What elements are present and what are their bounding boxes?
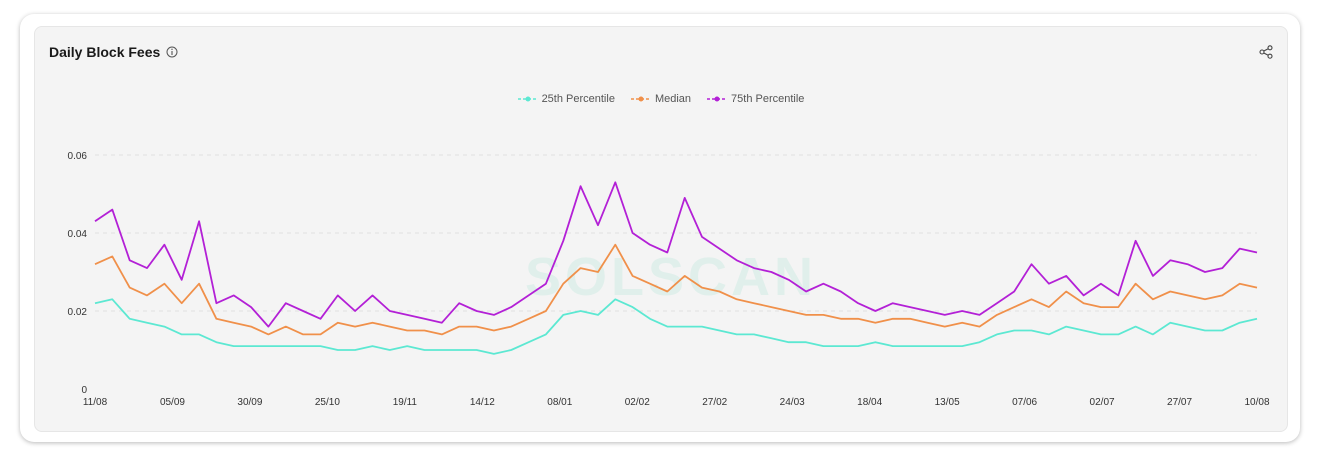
line-chart[interactable]: SOLSCAN 0 0.02 0.04 0.06 11/08 05/09 30/09 25/1… bbox=[35, 27, 1287, 431]
legend-item-median[interactable]: Median bbox=[630, 93, 692, 105]
x-tick-label: 19/11 bbox=[393, 397, 418, 408]
chart-title: Daily Block Fees bbox=[49, 44, 161, 60]
x-tick-label: 10/08 bbox=[1244, 397, 1269, 408]
share-icon[interactable] bbox=[1259, 45, 1273, 59]
x-tick-label: 13/05 bbox=[935, 397, 960, 408]
x-tick-label: 07/06 bbox=[1012, 397, 1037, 408]
legend-item-75th-percentile[interactable]: 75th Percentile bbox=[707, 93, 804, 105]
x-tick-label: 30/09 bbox=[237, 397, 262, 408]
chart-legend: 25th Percentile Median 75th Percentile bbox=[35, 93, 1287, 105]
legend-label-median: Median bbox=[654, 93, 692, 105]
series-line-25th-percentile bbox=[94, 298, 1258, 355]
series-line-median bbox=[94, 243, 1258, 336]
legend-label-25th: 25th Percentile bbox=[541, 93, 615, 105]
x-tick-label: 02/02 bbox=[625, 397, 650, 408]
y-tick-label: 0.04 bbox=[68, 229, 88, 240]
y-tick-label: 0.06 bbox=[68, 151, 88, 162]
legend-swatch-25th bbox=[517, 96, 538, 102]
chart-card: Daily Block Fees 25th Percentile bbox=[34, 26, 1288, 432]
chart-header: Daily Block Fees bbox=[49, 44, 178, 60]
x-tick-label: 08/01 bbox=[547, 397, 572, 408]
svg-text:SOLSCAN: SOLSCAN bbox=[525, 247, 817, 307]
y-tick-label: 0 bbox=[81, 385, 87, 396]
y-tick-label: 0.02 bbox=[68, 307, 88, 318]
x-tick-label: 27/07 bbox=[1167, 397, 1192, 408]
x-tick-label: 14/12 bbox=[470, 397, 495, 408]
series-line-75th-percentile bbox=[94, 181, 1258, 328]
legend-item-25th-percentile[interactable]: 25th Percentile bbox=[517, 93, 615, 105]
legend-swatch-median bbox=[630, 96, 651, 102]
x-tick-label: 11/08 bbox=[83, 397, 108, 408]
x-tick-label: 25/10 bbox=[315, 397, 340, 408]
x-tick-label: 24/03 bbox=[780, 397, 805, 408]
x-tick-label: 18/04 bbox=[857, 397, 882, 408]
info-icon[interactable] bbox=[166, 46, 178, 58]
x-tick-label: 02/07 bbox=[1090, 397, 1115, 408]
chart-panel-frame: Daily Block Fees 25th Percentile bbox=[20, 14, 1300, 442]
legend-label-75th: 75th Percentile bbox=[731, 93, 805, 105]
legend-swatch-75th bbox=[707, 96, 728, 102]
x-tick-label: 05/09 bbox=[160, 397, 185, 408]
x-tick-label: 27/02 bbox=[702, 397, 727, 408]
watermark-logo: SOLSCAN bbox=[525, 247, 817, 307]
